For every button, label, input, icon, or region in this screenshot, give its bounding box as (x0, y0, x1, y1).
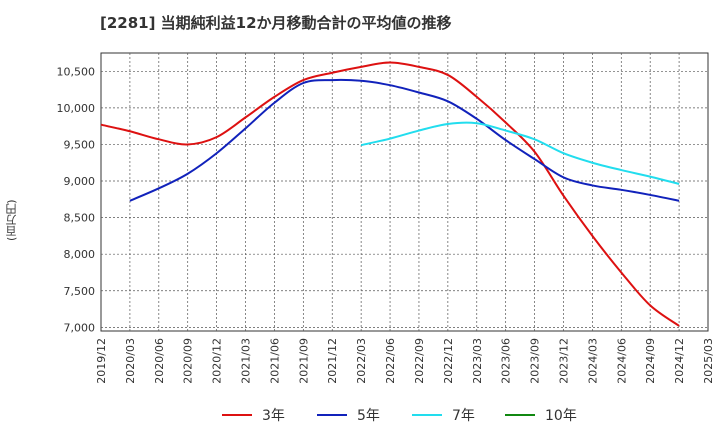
x-tick-label: 2024/12 (673, 338, 686, 384)
x-tick-label: 2020/12 (211, 338, 224, 384)
x-tick-label: 2022/06 (384, 338, 397, 384)
series-line-1 (100, 61, 680, 327)
x-tick-label: 2024/06 (615, 338, 628, 384)
plot-frame (100, 52, 709, 332)
x-tick-label: 2022/12 (442, 338, 455, 384)
y-tick-label: 8,500 (64, 212, 96, 225)
legend-label-4: 10年 (545, 408, 577, 424)
y-tick-label: 10,000 (57, 102, 96, 115)
x-tick-label: 2023/12 (557, 338, 570, 384)
x-tick-label: 2023/06 (500, 338, 513, 384)
x-tick-label: 2019/12 (95, 338, 108, 384)
x-tick-label: 2021/03 (240, 338, 253, 384)
y-tick-label: 8,000 (64, 248, 96, 261)
y-tick-label: 10,500 (57, 65, 96, 78)
x-tick-label: 2021/12 (326, 338, 339, 384)
legend-label-1: 3年 (262, 408, 285, 424)
x-tick-label: 2020/03 (124, 338, 137, 384)
x-tick-label: 2022/03 (355, 338, 368, 384)
x-tick-label: 2020/06 (153, 338, 166, 384)
series-line-3 (360, 121, 680, 185)
x-tick-label: 2021/06 (268, 338, 281, 384)
y-tick-label: 9,000 (64, 175, 96, 188)
legend-label-3: 7年 (452, 408, 475, 424)
x-tick-label: 2023/03 (471, 338, 484, 384)
x-tick-label: 2020/09 (182, 338, 195, 384)
legend-label-2: 5年 (357, 408, 380, 424)
series-line-2 (129, 78, 680, 202)
chart-title: [2281] 当期純利益12か月移動合計の平均値の推移 (100, 14, 452, 32)
x-tick-label: 2023/09 (529, 338, 542, 384)
y-tick-label: 7,000 (64, 321, 96, 334)
y-tick-label: 7,500 (64, 285, 96, 298)
x-tick-label: 2022/09 (413, 338, 426, 384)
x-tick-label: 2024/09 (644, 338, 657, 384)
x-tick-label: 2025/03 (702, 338, 715, 384)
x-tick-label: 2024/03 (586, 338, 599, 384)
y-tick-label: 9,500 (64, 138, 96, 151)
x-tick-label: 2021/09 (297, 338, 310, 384)
